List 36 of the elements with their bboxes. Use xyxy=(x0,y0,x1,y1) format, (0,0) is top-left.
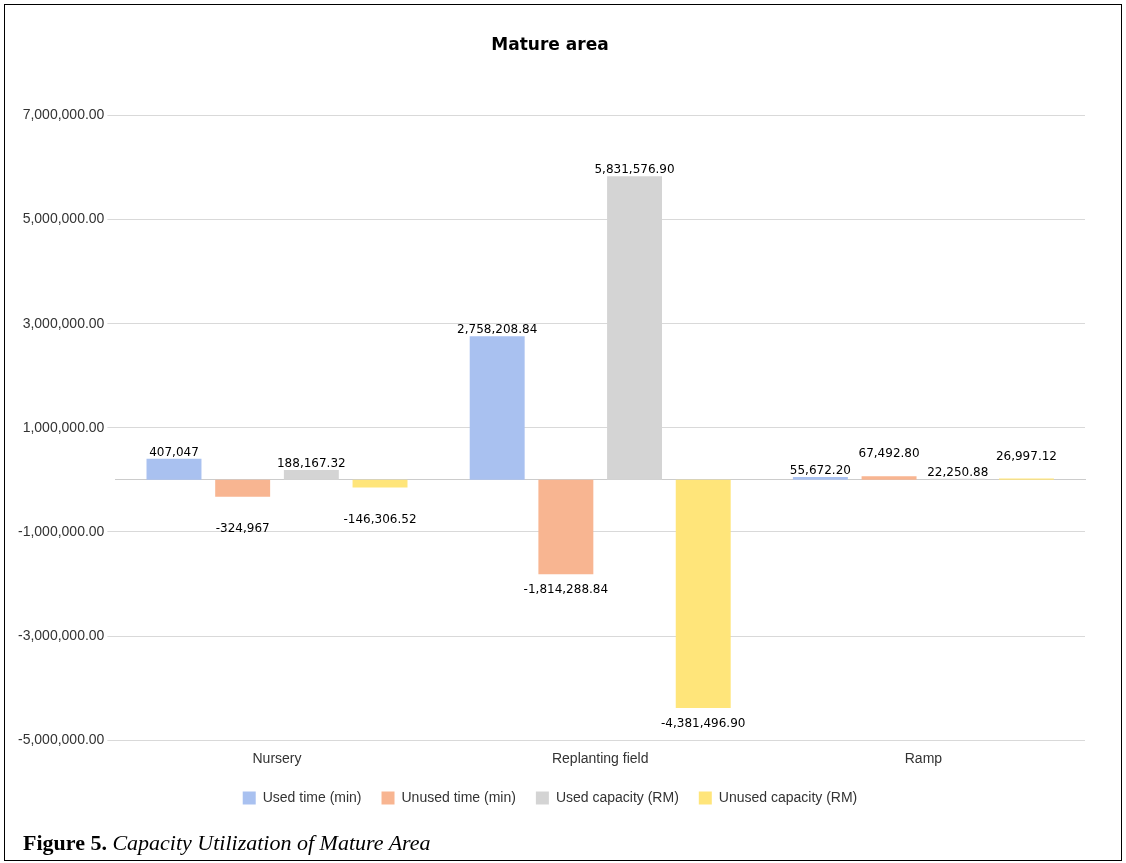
y-tick-label: 3,000,000.00 xyxy=(22,314,105,331)
bar xyxy=(469,336,525,480)
bar xyxy=(861,476,917,480)
caption: Figure 5. Capacity Utilization of Mature Area xyxy=(23,830,431,855)
x-tick-label: Nursery xyxy=(252,750,302,767)
bar xyxy=(792,476,848,480)
data-label: -146,306.52 xyxy=(343,511,417,526)
y-tick-label: -1,000,000.00 xyxy=(18,522,105,539)
data-label: 26,997.12 xyxy=(995,448,1057,463)
data-label: -1,814,288.84 xyxy=(523,582,609,597)
y-tick-label: 5,000,000.00 xyxy=(22,210,105,227)
legend-label: Unused capacity (RM) xyxy=(718,788,858,805)
legend-label: Used capacity (RM) xyxy=(555,788,679,805)
bar xyxy=(675,479,731,708)
data-label: 5,831,576.90 xyxy=(594,162,675,177)
bar xyxy=(215,479,271,497)
y-tick-label: -5,000,000.00 xyxy=(18,731,105,748)
legend-label: Used time (min) xyxy=(262,788,362,805)
data-label: 67,492.80 xyxy=(858,446,920,461)
data-label: 407,047 xyxy=(149,444,199,459)
y-tick-label: -3,000,000.00 xyxy=(18,626,105,643)
x-tick-label: Ramp xyxy=(904,750,943,767)
bar xyxy=(538,479,594,575)
legend-label: Unused time (min) xyxy=(401,788,516,805)
bar xyxy=(146,458,202,480)
data-label: 188,167.32 xyxy=(276,456,346,471)
data-label: 55,672.20 xyxy=(789,463,851,478)
data-label: -324,967 xyxy=(215,520,270,535)
bar xyxy=(352,479,408,488)
chart-title: Mature area xyxy=(491,33,609,54)
y-tick-label: 7,000,000.00 xyxy=(22,106,105,123)
x-tick-label: Replanting field xyxy=(551,750,649,767)
data-label: 22,250.88 xyxy=(927,464,989,479)
y-tick-label: 1,000,000.00 xyxy=(22,418,105,435)
data-label: 2,758,208.84 xyxy=(457,322,538,337)
data-label: -4,381,496.90 xyxy=(660,716,746,731)
